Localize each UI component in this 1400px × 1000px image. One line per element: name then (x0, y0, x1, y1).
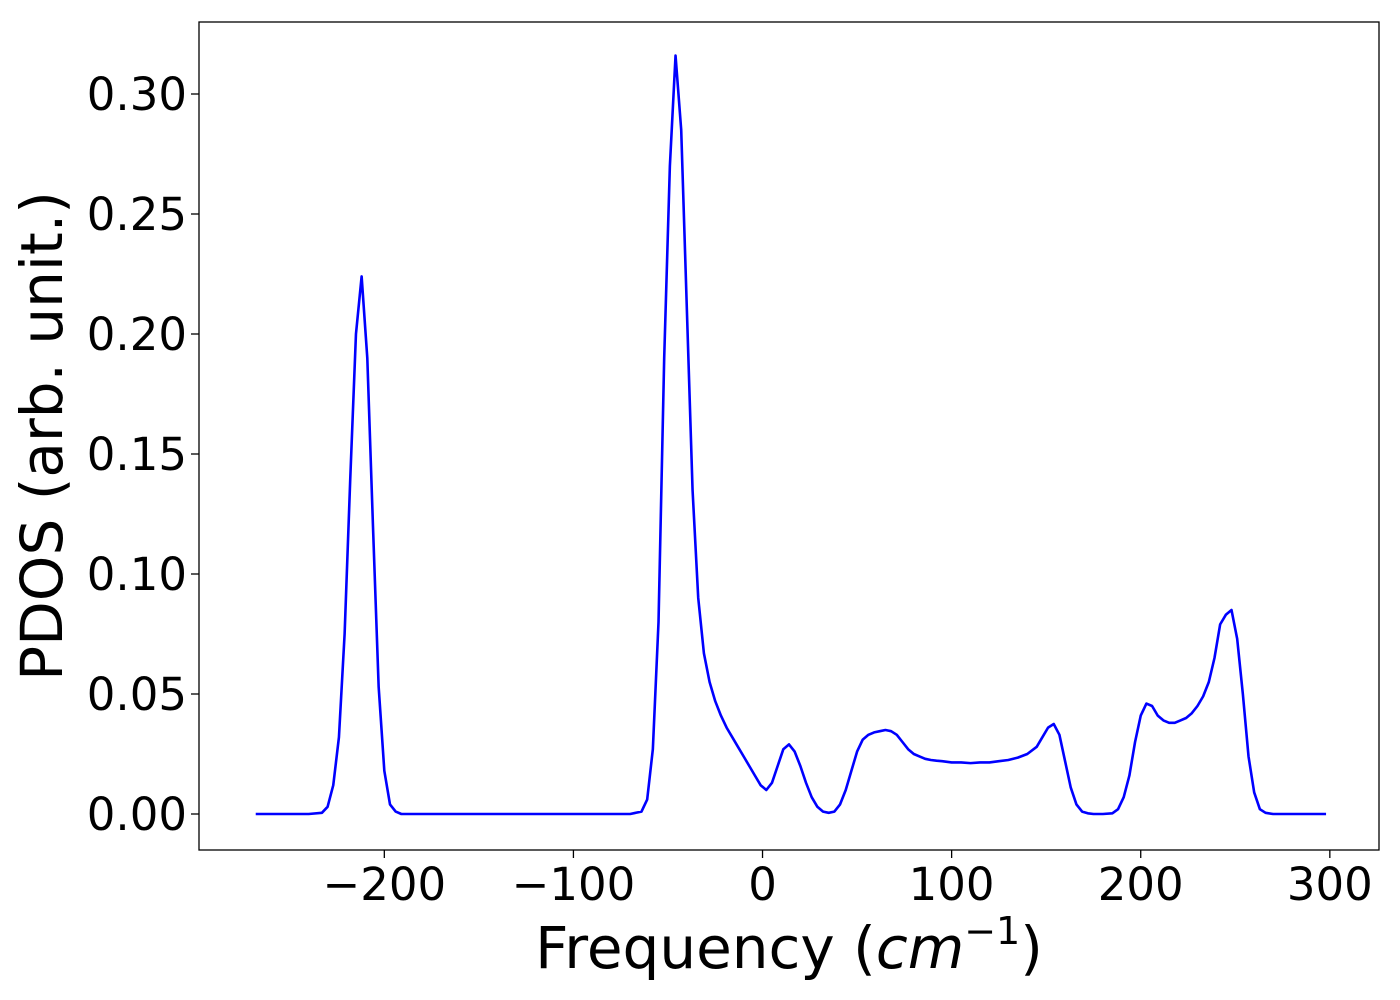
y-axis-label: PDOS (arb. unit.) (8, 191, 76, 681)
x-axis-label-suffix: ) (1020, 914, 1043, 982)
x-axis-ticks: −200 −100 0 100 200 300 (323, 850, 1373, 911)
y-tick-label: 0.15 (87, 428, 187, 481)
x-axis-label-exponent: −1 (964, 909, 1020, 953)
y-tick-label: 0.30 (87, 68, 187, 121)
x-tick-label: 300 (1287, 858, 1373, 911)
y-tick-label: 0.25 (87, 188, 187, 241)
series-line-0 (255, 54, 1327, 816)
y-axis-ticks: 0.00 0.05 0.10 0.15 0.20 0.25 0.30 (87, 68, 199, 841)
plot-area (255, 54, 1327, 816)
y-tick-label: 0.05 (87, 668, 187, 721)
y-tick-label: 0.10 (87, 548, 187, 601)
x-axis-label: Frequency (cm−1) (535, 909, 1043, 982)
y-tick-label: 0.00 (87, 788, 187, 841)
plot-frame (198, 21, 1380, 851)
x-tick-label: 200 (1098, 858, 1184, 911)
x-tick-label: −200 (323, 858, 447, 911)
x-tick-label: 0 (748, 858, 777, 911)
x-axis-label-prefix: Frequency ( (535, 914, 876, 982)
x-axis-label-unit: cm (876, 914, 964, 982)
x-tick-label: 100 (909, 858, 995, 911)
x-tick-label: −100 (512, 858, 636, 911)
y-tick-label: 0.20 (87, 308, 187, 361)
